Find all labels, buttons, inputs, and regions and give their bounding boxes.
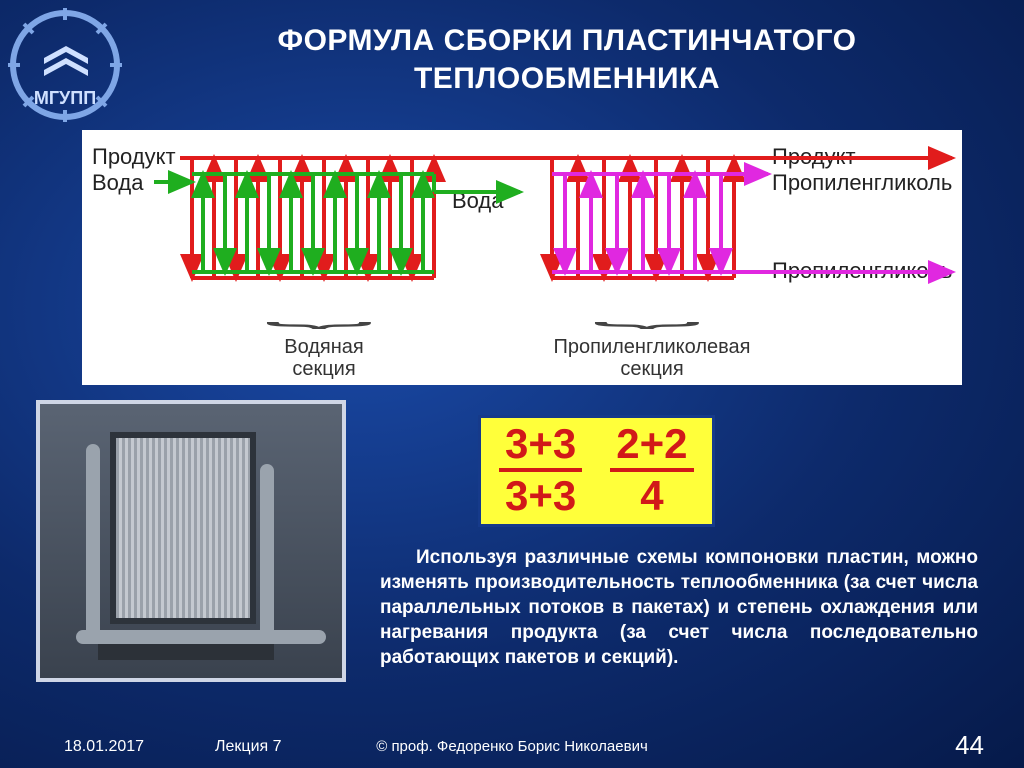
page-title: ФОРМУЛА СБОРКИ ПЛАСТИНЧАТОГО ТЕПЛООБМЕНН… (150, 22, 984, 97)
pipe (86, 444, 100, 644)
pipe (76, 630, 326, 644)
assembly-formula: 3+3 3+3 2+2 4 (478, 415, 715, 527)
fraction-1: 3+3 3+3 (499, 422, 582, 518)
title-line-1: ФОРМУЛА СБОРКИ ПЛАСТИНЧАТОГО (277, 24, 856, 57)
logo: МГУПП (6, 6, 124, 124)
equipment-photo (36, 400, 346, 682)
svg-text:МГУПП: МГУПП (34, 88, 96, 108)
description-paragraph: Используя различные схемы компоновки пла… (380, 545, 978, 670)
section-label-water: Водяная секция (244, 336, 404, 380)
fraction-2: 2+2 4 (610, 422, 693, 518)
footer-professor: © проф. Федоренко Борис Николаевич (0, 738, 1024, 755)
brace-icon: ⏟ (593, 294, 701, 328)
section-label-glycol: Пропиленгликолевая секция (532, 336, 772, 380)
gear-icon: МГУПП (6, 6, 124, 124)
heat-exchanger-frame (110, 432, 256, 624)
brace-icon: ⏟ (265, 294, 373, 328)
title-line-2: ТЕПЛООБМЕННИКА (414, 62, 720, 95)
footer: 18.01.2017 Лекция 7 © проф. Федоренко Бо… (0, 738, 1024, 760)
pipe (260, 464, 274, 644)
flow-diagram: Продукт Вода Вода Продукт Пропиленгликол… (82, 130, 962, 385)
footer-page: 44 (955, 730, 984, 761)
flow-svg (82, 130, 962, 330)
frame-foot (98, 644, 274, 660)
